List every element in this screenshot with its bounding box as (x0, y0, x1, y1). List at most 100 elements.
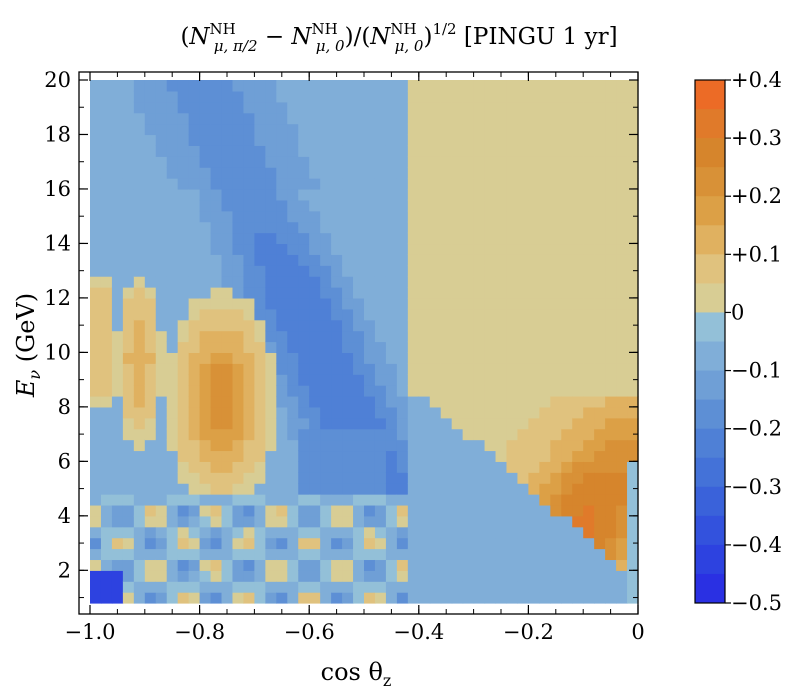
heatmap-cell (177, 134, 190, 146)
heatmap-cell (440, 406, 453, 419)
heatmap-cell (122, 156, 135, 168)
heatmap-cell (122, 439, 135, 452)
heatmap-cell (188, 134, 201, 146)
heatmap-cell (111, 297, 124, 310)
heatmap-cell (506, 559, 519, 571)
heatmap-cell (605, 297, 617, 310)
heatmap-cell (287, 243, 299, 255)
heatmap-cell (166, 439, 179, 452)
heatmap-cell (353, 450, 365, 462)
heatmap-cell (133, 363, 146, 375)
heatmap-cell (374, 276, 387, 288)
heatmap-cell (583, 210, 595, 223)
heatmap-cell (287, 188, 299, 201)
heatmap-cell (440, 385, 453, 397)
heatmap-cell (331, 221, 343, 234)
heatmap-cell (166, 178, 179, 190)
heatmap-cell (199, 101, 212, 114)
heatmap-cell (221, 167, 234, 179)
heatmap-cell (484, 199, 497, 212)
heatmap-cell (364, 450, 376, 462)
heatmap-cell (462, 483, 475, 495)
heatmap-cell (495, 581, 508, 593)
heatmap-cell (407, 210, 420, 223)
heatmap-cell (166, 167, 179, 179)
heatmap-cell (177, 450, 190, 462)
heatmap-cell (177, 145, 190, 157)
heatmap-cell (396, 450, 409, 462)
heatmap-cell (210, 406, 223, 419)
heatmap-cell (484, 319, 497, 332)
heatmap-cell (342, 90, 354, 103)
heatmap-cell (298, 548, 310, 561)
heatmap-cell (243, 276, 255, 288)
heatmap-cell (100, 80, 113, 92)
heatmap-cell (407, 330, 420, 343)
heatmap-cell (539, 134, 551, 146)
heatmap-cell (243, 504, 255, 517)
heatmap-cell (374, 461, 387, 473)
heatmap-cell (495, 352, 508, 364)
heatmap-cell (572, 287, 584, 299)
heatmap-cell (462, 472, 475, 484)
heatmap-cell (254, 123, 266, 136)
heatmap-cell (517, 439, 529, 452)
heatmap-cell (539, 199, 551, 212)
colorbar-band (695, 196, 725, 226)
heatmap-cell (232, 232, 245, 245)
heatmap-cell (287, 330, 299, 343)
heatmap-cell (550, 80, 562, 92)
heatmap-cell (342, 428, 354, 441)
heatmap-cell (265, 243, 277, 255)
heatmap-cell (385, 123, 398, 136)
heatmap-cell (627, 145, 639, 157)
heatmap-cell (418, 330, 431, 343)
heatmap-cell (232, 504, 245, 517)
heatmap-cell (627, 374, 639, 386)
heatmap-cell (385, 395, 398, 408)
heatmap-cell (451, 254, 464, 266)
heatmap-cell (396, 341, 409, 353)
heatmap-cell (528, 341, 540, 353)
heatmap-cell (550, 395, 562, 408)
heatmap-cell (243, 101, 255, 114)
heatmap-cell (396, 428, 409, 441)
heatmap-cell (90, 406, 102, 419)
heatmap-cell (155, 406, 168, 419)
heatmap-cell (583, 439, 595, 452)
heatmap-cell (495, 439, 508, 452)
heatmap-cell (528, 199, 540, 212)
heatmap-cell (188, 243, 201, 255)
heatmap-cell (111, 570, 124, 582)
heatmap-cell (298, 395, 310, 408)
heatmap-cell (199, 439, 212, 452)
heatmap-cell (385, 265, 398, 277)
heatmap-cell (462, 101, 475, 114)
heatmap-cell (144, 385, 157, 397)
heatmap-cell (517, 472, 529, 484)
heatmap-cell (561, 395, 573, 408)
heatmap-cell (210, 297, 223, 310)
heatmap-cell (594, 559, 606, 571)
heatmap-cell (232, 297, 245, 310)
heatmap-cell (407, 374, 420, 386)
heatmap-cell (495, 428, 508, 441)
heatmap-cell (495, 221, 508, 234)
heatmap-cell (429, 570, 442, 582)
heatmap-cell (188, 504, 201, 517)
heatmap-cell (364, 145, 376, 157)
heatmap-cell (287, 472, 299, 484)
heatmap-cell (451, 374, 464, 386)
heatmap-cell (100, 210, 113, 223)
heatmap-cell (616, 559, 628, 571)
heatmap-cell (342, 188, 354, 201)
heatmap-cell (418, 537, 431, 550)
heatmap-cell (122, 395, 135, 408)
heatmap-cell (451, 385, 464, 397)
heatmap-cell (495, 461, 508, 473)
heatmap-cell (100, 297, 113, 310)
heatmap-cell (374, 504, 387, 517)
heatmap-cell (418, 156, 431, 168)
heatmap-cell (111, 188, 124, 201)
colorbar-tick-label: 0 (731, 300, 744, 324)
